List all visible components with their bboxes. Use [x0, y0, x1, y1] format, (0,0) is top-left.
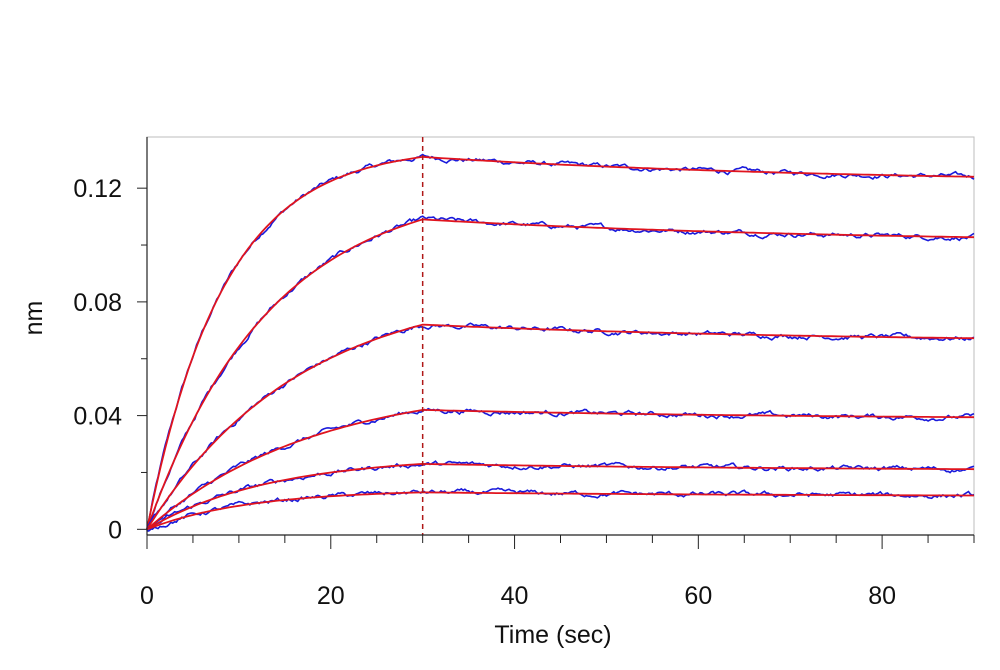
x-tick-label: 0 — [140, 582, 154, 610]
fit-curve — [146, 323, 974, 530]
fit-curve — [146, 491, 974, 531]
fit-curve — [146, 155, 975, 530]
tick-layer: 0 20 40 60 80 0 0.04 0.08 0.12 — [73, 175, 975, 610]
x-axis-title: Time (sec) — [494, 621, 611, 649]
fit-curve — [146, 462, 975, 531]
measured-trace — [146, 322, 975, 530]
x-tick-label: 60 — [684, 582, 712, 610]
series-curve-3 — [146, 322, 975, 530]
y-axis-title: nm — [20, 301, 48, 336]
x-tick-label: 80 — [868, 582, 896, 610]
y-tick-label: 0 — [108, 516, 122, 544]
series-curve-1 — [146, 153, 975, 530]
fit-curve — [146, 408, 974, 530]
series-curve-5 — [146, 460, 975, 532]
series-curve-4 — [146, 407, 975, 532]
series-layer — [146, 153, 975, 532]
series-curve-2 — [146, 215, 975, 530]
y-tick-label: 0.08 — [73, 289, 122, 317]
x-tick-label: 20 — [317, 582, 345, 610]
x-tick-label: 40 — [501, 582, 529, 610]
fit-curve — [146, 218, 974, 530]
y-tick-label: 0.12 — [73, 175, 122, 203]
y-tick-label: 0.04 — [73, 403, 122, 431]
series-curve-6 — [146, 487, 975, 532]
